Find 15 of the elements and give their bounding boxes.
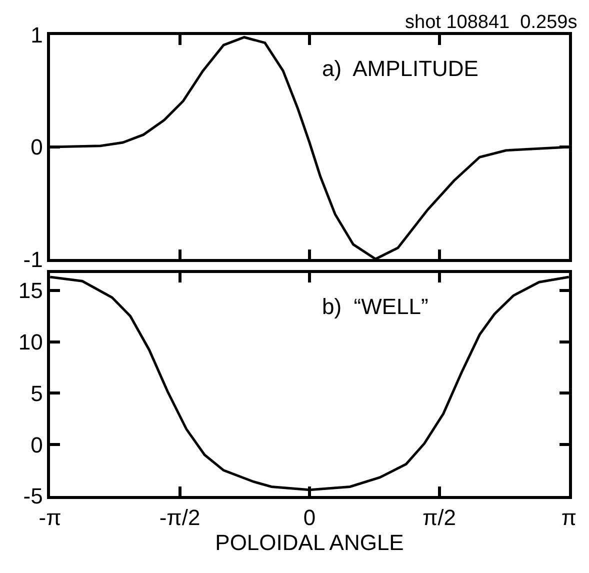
annotation: a) AMPLITUDE [322,56,478,81]
y-tick-label: -1 [23,246,43,272]
y-tick-label: 0 [30,432,43,458]
x-tick-label: 0 [303,505,316,530]
x-axis-title: POLOIDAL ANGLE [215,530,404,556]
y-tick-label: 5 [30,380,43,406]
text: shot 108841 0.259s [405,12,578,33]
y-tick-label: 1 [30,22,43,48]
annotation: b) “WELL” [322,294,428,319]
x-tick-label: π/2 [422,505,456,530]
y-tick-label: 15 [18,278,43,304]
x-tick-label: -π/2 [159,505,200,530]
y-tick-label: 10 [18,329,43,354]
x-tick-label: π [561,505,577,530]
y-tick-label: 0 [30,134,43,160]
